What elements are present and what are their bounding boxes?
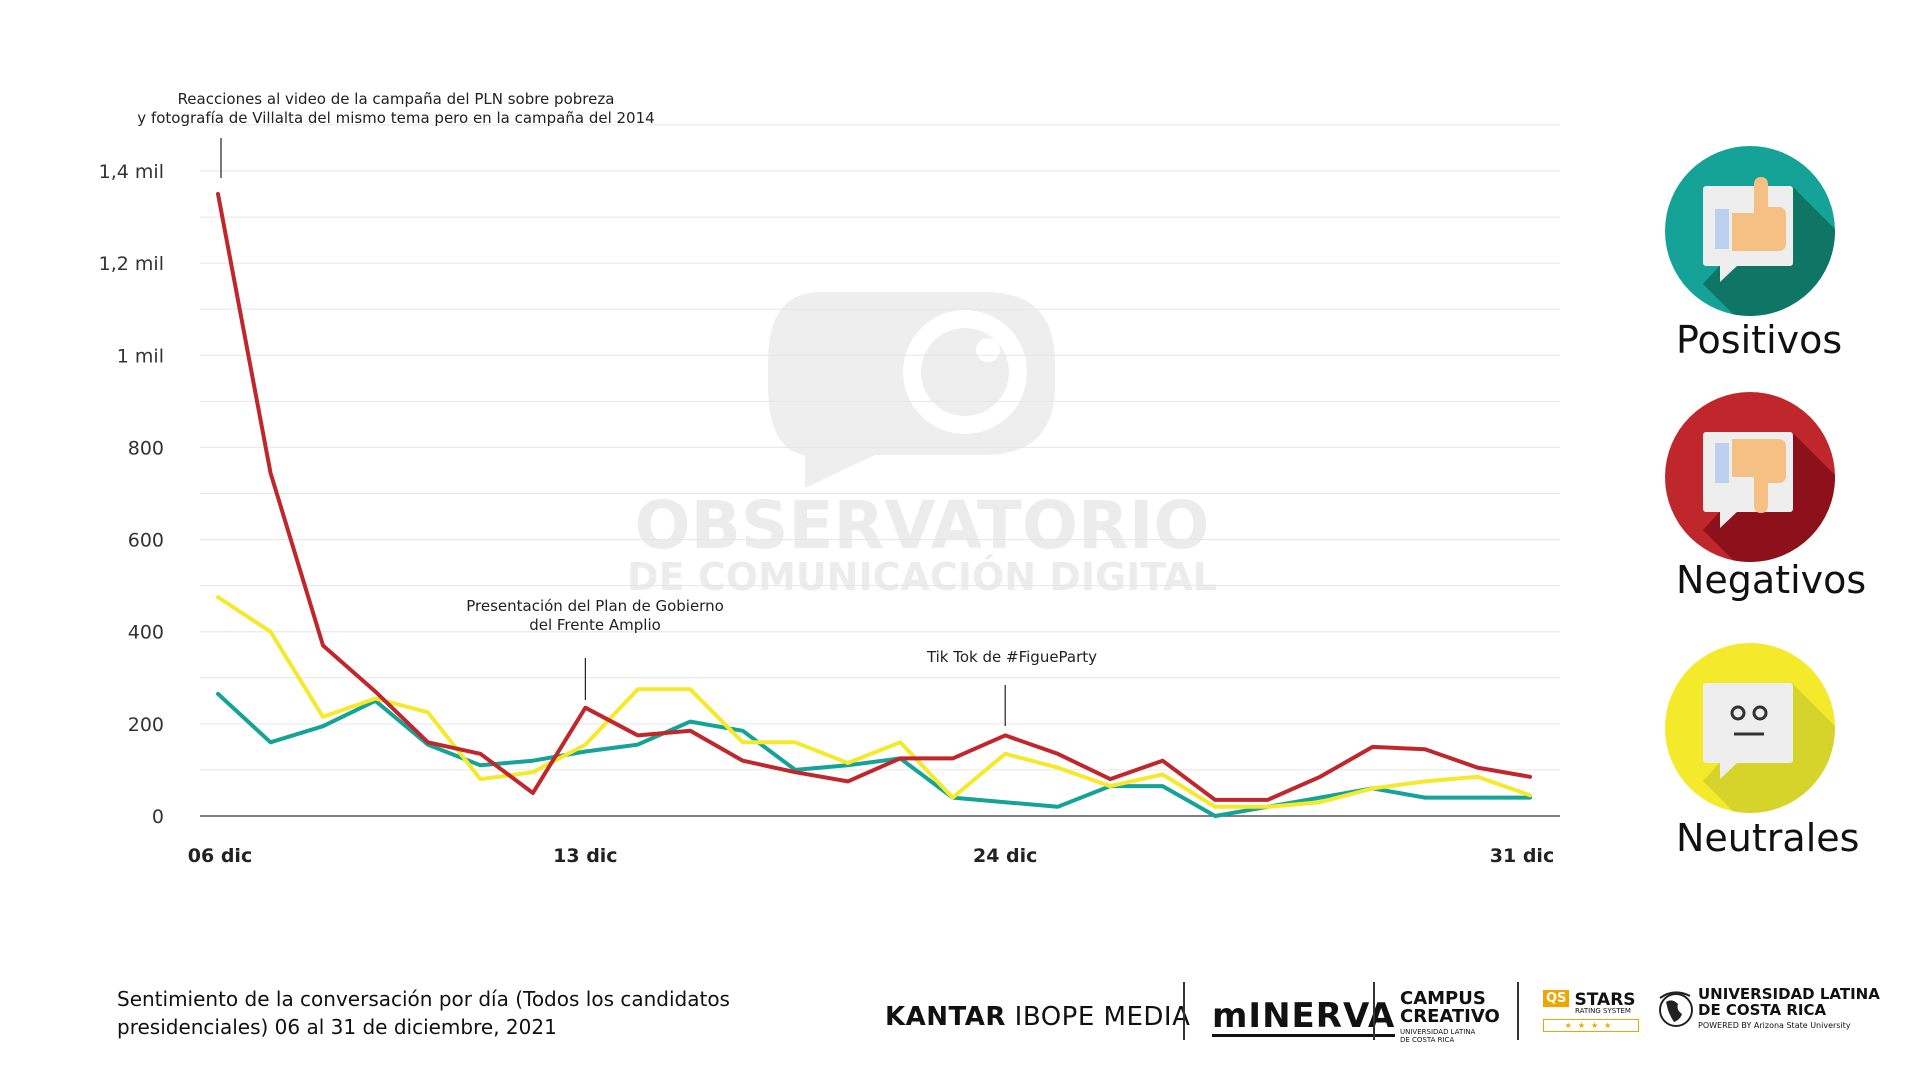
minerva-text: mINERVA [1212,996,1396,1036]
caption-line-2: presidenciales) 06 al 31 de diciembre, 2… [117,1015,557,1039]
logo-separator [1373,982,1375,1040]
kantar-text: KANTAR [885,1002,1006,1032]
ulatina-text-3: POWERED BY Arizona State University [1698,1021,1851,1030]
y-tick-label: 1,2 mil [99,253,164,275]
stars-rating-bar: ★★★★ [1543,1019,1639,1032]
qs-badge: QS [1543,990,1570,1007]
y-tick-label: 200 [128,714,164,736]
legend-label-positivos: Positivos [1676,318,1843,362]
annotations: Reacciones al video de la campaña del PL… [137,90,1097,726]
legend-label-negativos: Negativos [1676,558,1867,602]
legend-label-neutrales: Neutrales [1676,816,1860,860]
series-lines [216,192,1532,818]
series-line-positivos [216,691,1532,818]
series-line-negativos [216,192,1532,802]
series-line-neutrales [216,595,1532,809]
y-tick-label: 1 mil [117,345,164,367]
y-tick-label: 800 [128,437,164,459]
annotation-text: Reacciones al video de la campaña del PL… [178,90,615,108]
stars-sub-text: RATING SYSTEM [1575,1007,1631,1015]
annotation-text: del Frente Amplio [529,616,661,634]
x-tick-label: 13 dic [553,845,617,867]
neutral-face-icon [1703,683,1793,779]
watermark-subtitle: DE COMUNICACIÓN DIGITAL [627,555,1217,599]
kantar-ibope-logo: KANTAR IBOPE MEDIA [885,1002,1190,1032]
legend-icon-positivos [1665,146,1835,316]
axes: 0 200 400 600 800 1 mil 1,2 mil 1,4 mil 06 dic 13… [99,161,1560,867]
x-tick-label: 31 dic [1490,845,1554,867]
campus-creativo-logo: CAMPUS CREATIVO UNIVERSIDAD LATINA DE CO… [1400,988,1510,1045]
annotation: Reacciones al video de la campaña del PL… [137,90,655,178]
campus-text: CAMPUS [1400,988,1486,1009]
qs-stars-logo: QS STARS RATING SYSTEM ★★★★ [1543,990,1643,1032]
thumbs-down-icon [1703,432,1793,528]
campus-sub-1: UNIVERSIDAD LATINA [1400,1028,1476,1036]
chart-caption: Sentimiento de la conversación por día (… [117,985,730,1041]
y-tick-label: 1,4 mil [99,161,164,183]
x-tick-label: 24 dic [973,845,1037,867]
creativo-text: CREATIVO [1400,1006,1500,1027]
annotation-text: y fotografía de Villalta del mismo tema … [137,109,654,127]
grid [200,124,1560,771]
watermark-title: OBSERVATORIO [634,487,1209,564]
legend-icon-negativos [1665,392,1835,562]
watermark-glint-icon [976,338,1000,362]
annotation-text: Tik Tok de #FigueParty [926,648,1097,666]
annotation-text: Presentación del Plan de Gobierno [466,597,724,615]
annotation: Tik Tok de #FigueParty [926,648,1097,726]
logo-separator [1517,982,1519,1040]
minerva-underline [1212,1034,1396,1037]
y-tick-label: 400 [128,622,164,644]
ulatina-text-2: DE COSTA RICA [1698,1001,1827,1019]
y-tick-label: 600 [128,530,164,552]
thumbs-up-icon [1703,177,1793,282]
logo-separator [1183,982,1185,1040]
legend-icon-neutrales [1665,643,1835,813]
campus-sub-2: DE COSTA RICA [1400,1036,1455,1044]
ibope-text: IBOPE MEDIA [1014,1002,1191,1032]
x-tick-label: 06 dic [188,845,252,867]
watermark: OBSERVATORIO DE COMUNICACIÓN DIGITAL [627,292,1217,599]
y-tick-label: 0 [152,806,164,828]
globe-icon [1659,991,1693,1027]
stars-text: STARS [1574,990,1636,1010]
ulatina-text-1: UNIVERSIDAD LATINA [1698,985,1880,1003]
minerva-logo: mINERVA [1212,996,1396,1037]
caption-line-1: Sentimiento de la conversación por día (… [117,987,730,1011]
